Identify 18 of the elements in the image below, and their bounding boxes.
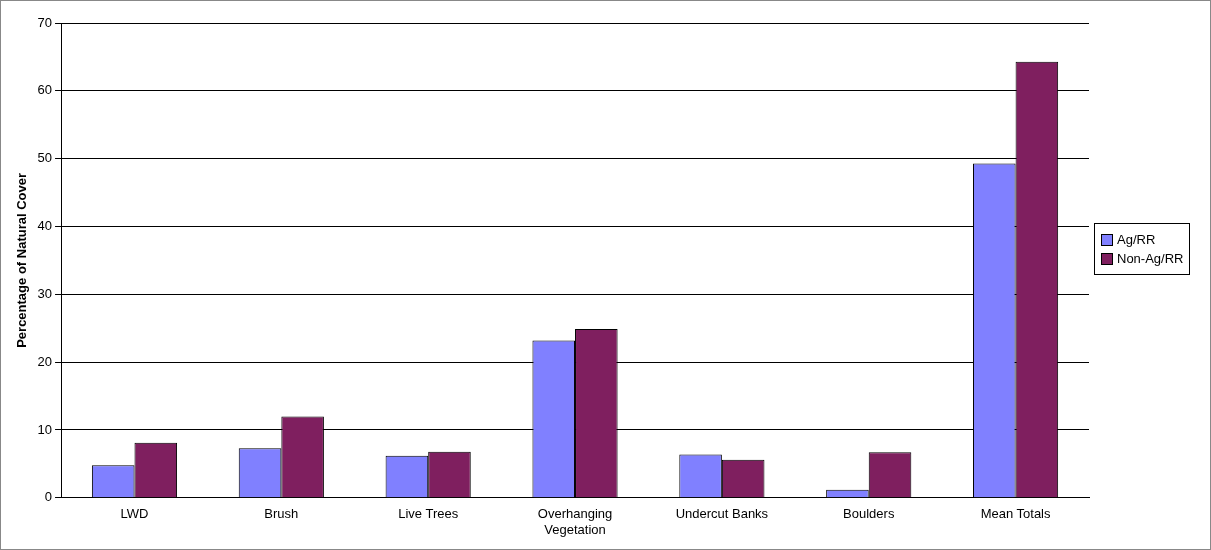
y-tick-label: 10 — [37, 421, 53, 437]
y-tick-label: 70 — [37, 14, 53, 30]
x-tick-label: Live Trees — [398, 506, 459, 522]
x-tick-label: Brush — [264, 506, 299, 522]
x-tick-label: Mean Totals — [980, 506, 1051, 522]
y-axis-title: Percentage of Natural Cover — [14, 172, 30, 348]
x-tick-label: Overhanging Vegetation — [537, 506, 613, 537]
legend-label: Ag/RR — [1116, 232, 1157, 247]
legend-label: Non-Ag/RR — [1116, 251, 1184, 266]
y-tick-label: 30 — [37, 285, 53, 301]
y-tick-label: 0 — [44, 489, 53, 505]
y-tick-label: 60 — [37, 82, 53, 98]
x-tick-label: Undercut Banks — [675, 506, 769, 522]
y-tick-label: 20 — [37, 353, 53, 369]
y-tick-label: 40 — [37, 218, 53, 234]
x-tick-label: LWD — [120, 506, 149, 522]
x-tick-label: Boulders — [843, 506, 895, 522]
y-tick-label: 50 — [37, 150, 53, 166]
